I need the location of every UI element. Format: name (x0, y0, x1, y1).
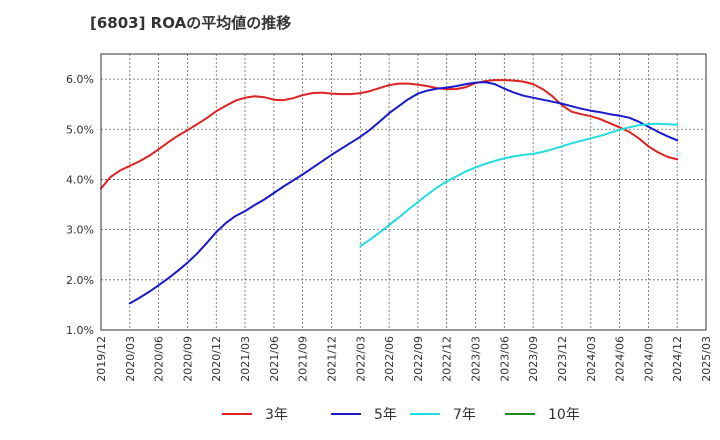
chart-title: [6803] ROAの平均値の推移 (90, 14, 292, 32)
y-tick-label: 5.0% (66, 123, 94, 136)
x-tick-label: 2019/12 (95, 336, 108, 382)
x-tick-label: 2020/03 (124, 336, 137, 382)
x-tick-label: 2024/09 (642, 336, 655, 382)
legend-label-10年: 10年 (548, 407, 580, 423)
x-tick-label: 2020/09 (181, 336, 194, 382)
x-tick-label: 2021/09 (297, 336, 310, 382)
legend-label-3年: 3年 (265, 407, 288, 423)
legend-label-7年: 7年 (453, 407, 476, 423)
x-tick-label: 2022/03 (354, 336, 367, 382)
y-tick-label: 1.0% (66, 324, 94, 337)
y-tick-label: 4.0% (66, 173, 94, 186)
legend-layer: 3年 5年 7年 10年 (222, 407, 580, 423)
plot-frame (100, 53, 707, 331)
series-line-7年 (359, 122, 679, 248)
series-layer (100, 79, 679, 305)
x-tick-label: 2023/12 (556, 336, 569, 382)
x-tick-label: 2023/09 (527, 336, 540, 382)
plot-area (101, 54, 706, 330)
x-tick-label: 2021/03 (239, 336, 252, 382)
x-tick-label: 2023/03 (470, 336, 483, 382)
x-tick-label: 2023/06 (498, 336, 511, 382)
series-line-3年 (100, 79, 679, 190)
y-tick-label: 6.0% (66, 73, 94, 86)
x-tick-label: 2024/12 (671, 336, 684, 382)
y-tick-label: 3.0% (66, 224, 94, 237)
x-tick-label: 2022/06 (383, 336, 396, 382)
x-tick-label: 2020/12 (210, 336, 223, 382)
legend-label-5年: 5年 (374, 407, 397, 423)
x-tick-label: 2025/03 (700, 336, 713, 382)
x-tick-label: 2022/12 (441, 336, 454, 382)
series-line-5年 (128, 81, 679, 305)
x-tick-label: 2021/12 (325, 336, 338, 382)
y-tick-label: 2.0% (66, 274, 94, 287)
x-tick-label: 2022/09 (412, 336, 425, 382)
x-tick-label: 2021/06 (268, 336, 281, 382)
grid-layer (100, 54, 707, 331)
x-tick-label: 2020/06 (153, 336, 166, 382)
axis-layer: 2019/12 2020/03 2020/06 2020/09 2020/12 2021/… (66, 53, 713, 382)
x-tick-label: 2024/03 (585, 336, 598, 382)
x-tick-label: 2024/06 (614, 336, 627, 382)
